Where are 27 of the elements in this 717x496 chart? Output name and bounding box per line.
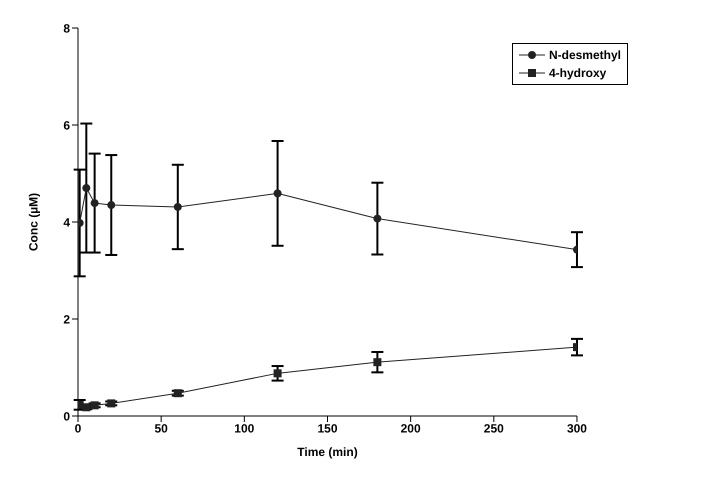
point: [82, 403, 90, 412]
x-tick-label: 100: [234, 422, 255, 436]
y-tick-label: 0: [63, 409, 70, 424]
point: [107, 399, 116, 408]
x-axis-title: Time (min): [297, 445, 358, 459]
y-tick-label: 6: [63, 118, 70, 132]
x-tick-label: 50: [154, 422, 168, 436]
point: [174, 389, 182, 398]
x-tick-label: 0: [74, 422, 82, 436]
x-tick-label: 250: [484, 422, 504, 436]
legend-label: N-desmethyl: [548, 47, 621, 64]
point: [82, 184, 90, 192]
point: [90, 199, 99, 208]
point: [274, 369, 282, 378]
x-tick-label: 300: [566, 422, 588, 436]
x-tick-label: 150: [317, 422, 338, 436]
point: [107, 201, 116, 210]
point: [274, 189, 282, 198]
y-axis-title: Conc (µM): [26, 192, 40, 252]
x-tick-label: 200: [400, 422, 421, 436]
y-tick-label: 8: [63, 21, 70, 36]
point: [373, 358, 382, 366]
point: [174, 202, 182, 211]
point: [373, 214, 382, 223]
y-tick-label: 2: [63, 312, 70, 326]
legend-label: 4-hydroxy: [548, 65, 606, 82]
y-tick-label: 4: [63, 215, 70, 230]
